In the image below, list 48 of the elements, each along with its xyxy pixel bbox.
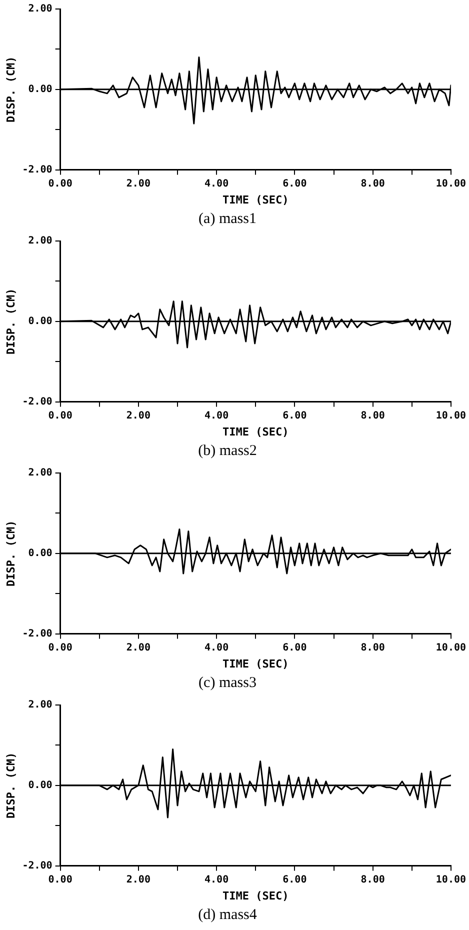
x-tick-label: 8.00 — [360, 178, 385, 190]
y-axis-title: DISP. (CM) — [4, 56, 18, 123]
y-axis-title: DISP. (CM) — [4, 288, 18, 355]
y-axis-title: DISP. (CM) — [4, 520, 18, 587]
x-tick-label: 6.00 — [282, 642, 307, 654]
y-tick-label: -2.00 — [22, 628, 52, 640]
x-tick-label: 0.00 — [48, 410, 72, 422]
y-axis-title: DISP. (CM) — [4, 752, 18, 819]
x-tick-label: 2.00 — [126, 410, 150, 422]
y-tick-label: 0.00 — [28, 548, 52, 559]
x-tick-label: 10.00 — [436, 178, 466, 190]
x-tick-label: 6.00 — [282, 410, 307, 422]
x-tick-label: 8.00 — [360, 410, 385, 422]
x-axis-title: TIME (SEC) — [222, 657, 289, 670]
x-tick-label: 4.00 — [204, 178, 229, 190]
x-tick-label: 2.00 — [126, 178, 150, 190]
y-tick-label: 0.00 — [28, 316, 52, 327]
x-axis-title: TIME (SEC) — [222, 425, 289, 438]
y-tick-label: 2.00 — [28, 700, 52, 711]
x-tick-label: 10.00 — [436, 874, 466, 886]
x-tick-label: 0.00 — [48, 178, 72, 190]
x-tick-label: 6.00 — [282, 874, 307, 886]
y-tick-label: -2.00 — [22, 860, 52, 872]
y-tick-label: 2.00 — [28, 236, 52, 247]
x-tick-label: 8.00 — [360, 874, 385, 886]
y-tick-label: 2.00 — [28, 4, 52, 15]
x-axis-title: TIME (SEC) — [222, 193, 289, 206]
x-tick-label: 4.00 — [204, 410, 229, 422]
text: (a) mass1 — [198, 210, 256, 227]
text: (d) mass4 — [198, 906, 258, 923]
y-tick-label: -2.00 — [22, 396, 52, 408]
text: (c) mass3 — [198, 674, 256, 691]
x-tick-label: 4.00 — [204, 874, 229, 886]
x-tick-label: 0.00 — [48, 642, 72, 654]
y-tick-label: 2.00 — [28, 468, 52, 479]
y-tick-label: 0.00 — [28, 84, 52, 95]
y-tick-label: 0.00 — [28, 780, 52, 791]
x-tick-label: 10.00 — [436, 642, 466, 654]
y-tick-label: -2.00 — [22, 164, 52, 176]
x-tick-label: 0.00 — [48, 874, 72, 886]
x-tick-label: 10.00 — [436, 410, 466, 422]
x-tick-label: 6.00 — [282, 178, 307, 190]
x-tick-label: 2.00 — [126, 642, 150, 654]
x-tick-label: 4.00 — [204, 642, 229, 654]
x-axis-title: TIME (SEC) — [222, 889, 289, 902]
x-tick-label: 8.00 — [360, 642, 385, 654]
x-tick-label: 2.00 — [126, 874, 150, 886]
text: (b) mass2 — [198, 442, 257, 459]
